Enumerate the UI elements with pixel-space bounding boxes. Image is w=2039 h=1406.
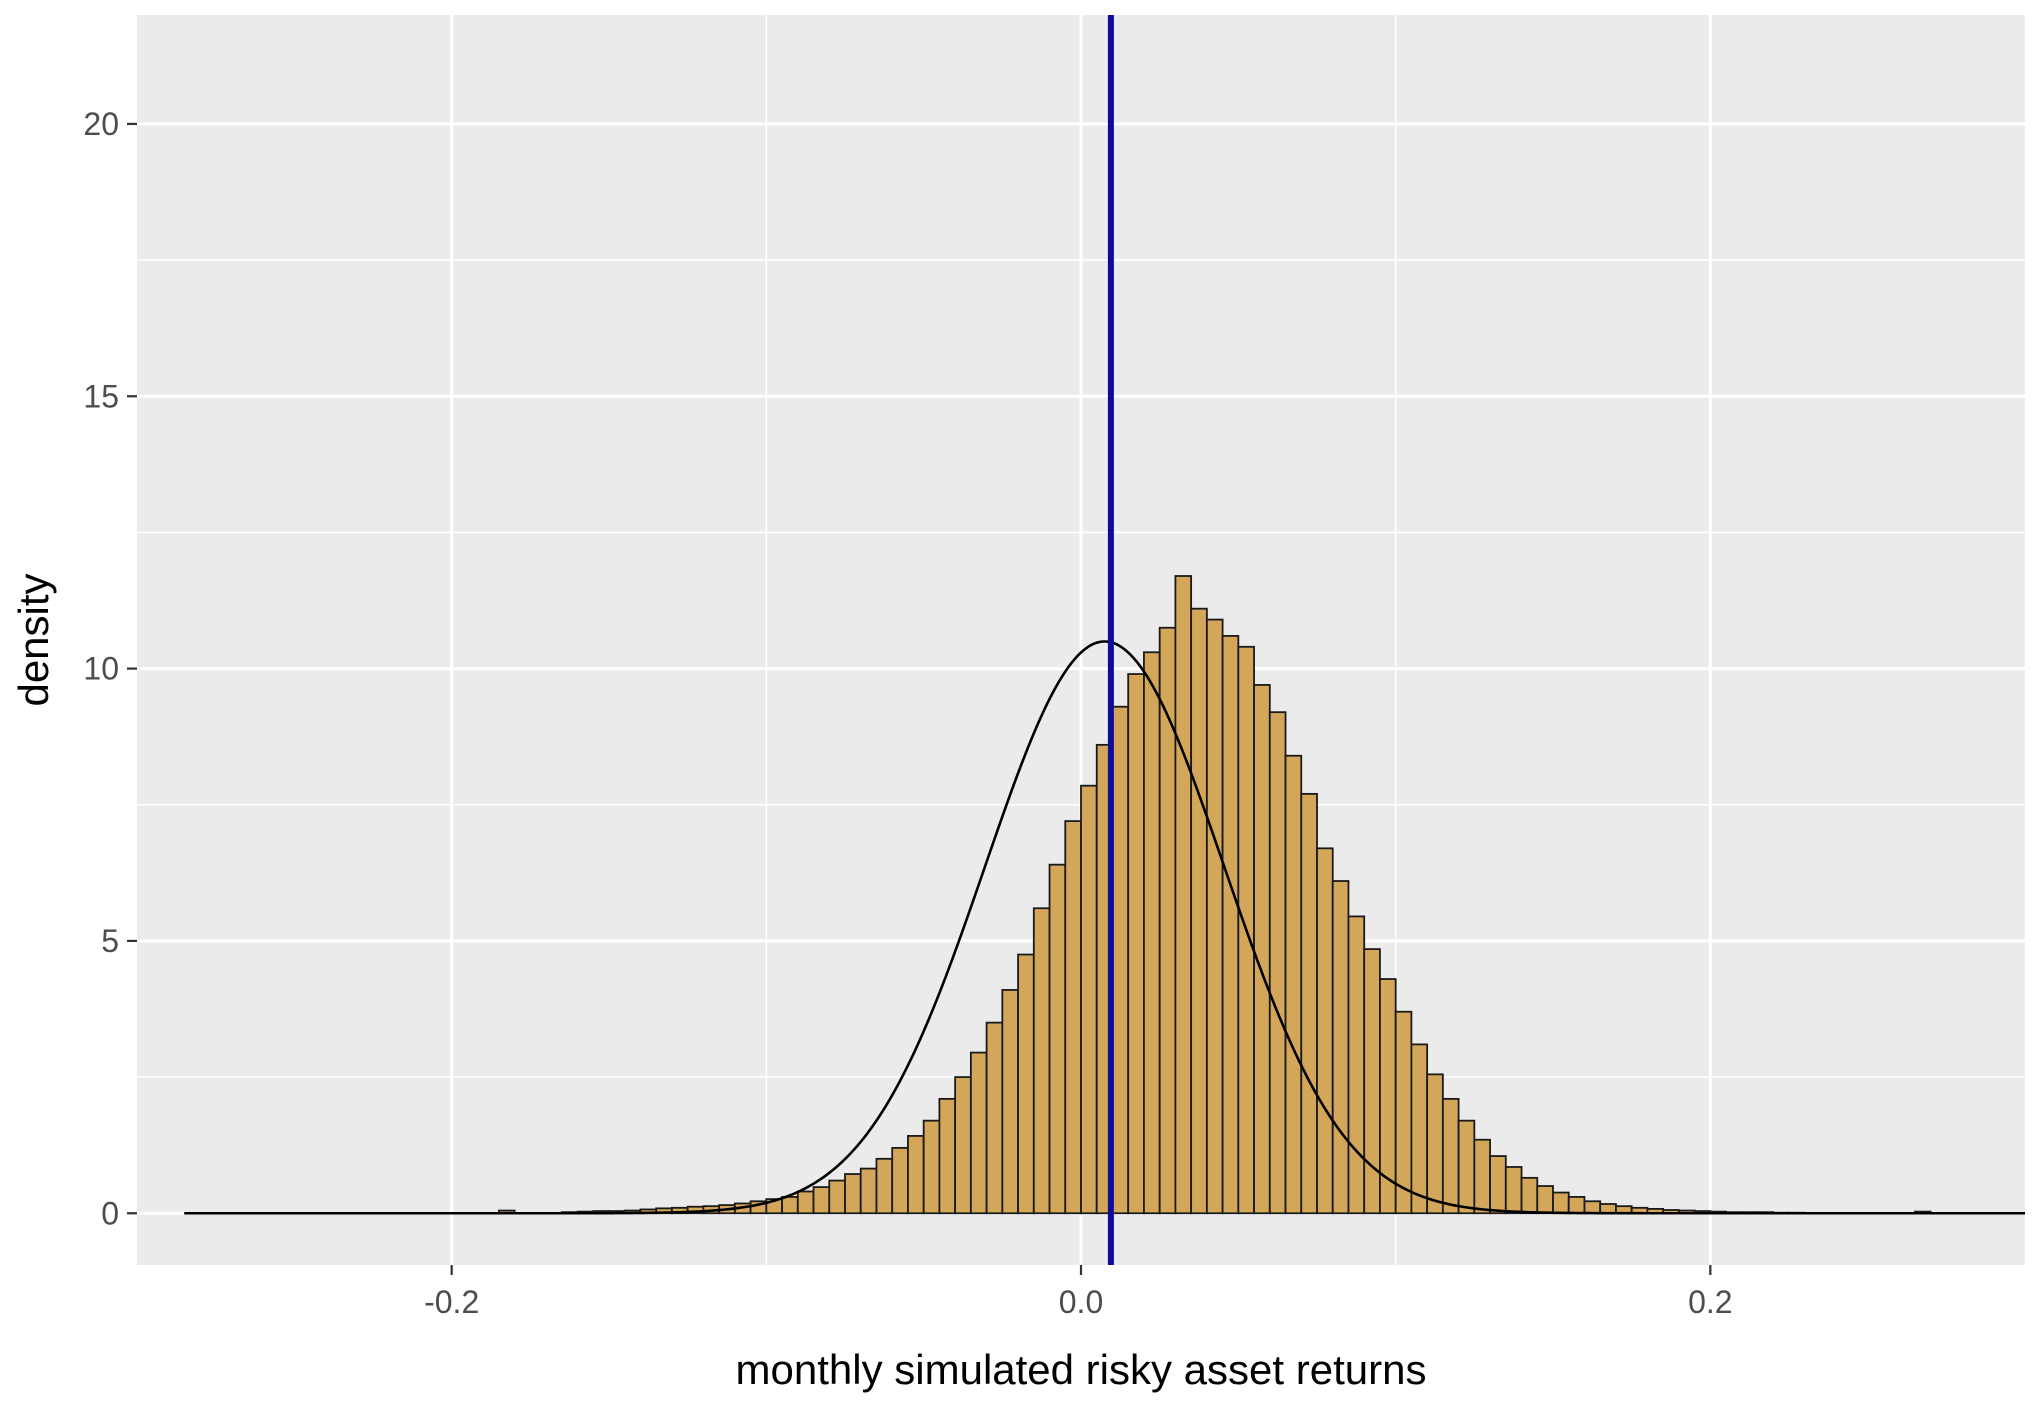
histogram-bar <box>1080 784 1098 1215</box>
histogram-bar <box>1111 705 1130 1215</box>
histogram-bar <box>1143 651 1161 1215</box>
x-tick-label: 0.0 <box>1059 1284 1103 1320</box>
histogram-bar <box>1127 673 1145 1215</box>
histogram-bar <box>1331 880 1350 1215</box>
histogram-bar <box>1017 953 1035 1215</box>
histogram-bar <box>1583 1200 1602 1215</box>
histogram-bar <box>781 1196 799 1215</box>
histogram-bar <box>938 1097 957 1215</box>
histogram-bar <box>1457 1119 1476 1215</box>
histogram-bar <box>1001 989 1019 1215</box>
histogram-bar <box>969 1051 988 1215</box>
histogram-bar <box>1552 1191 1570 1215</box>
histogram-bar <box>1316 847 1334 1215</box>
histogram-bar <box>1489 1155 1507 1215</box>
y-tick-label: 0 <box>101 1195 119 1231</box>
density-line <box>184 640 2025 1215</box>
y-axis: 0 5 10 15 20 <box>83 106 137 1231</box>
histogram-bar <box>1048 863 1067 1215</box>
histogram-bar <box>1394 1010 1413 1215</box>
histogram-bar <box>1347 915 1366 1215</box>
histogram-bar <box>1363 948 1381 1215</box>
y-tick-label: 20 <box>83 106 119 142</box>
histogram-bar <box>796 1190 815 1215</box>
y-tick-label: 15 <box>83 378 119 414</box>
histogram-bar <box>907 1135 925 1215</box>
histogram-bar <box>1221 635 1240 1215</box>
histogram-bars <box>497 575 1932 1215</box>
x-axis: -0.2 0.0 0.2 <box>424 1265 1733 1320</box>
histogram-bar <box>875 1157 894 1215</box>
histogram-bar <box>954 1076 972 1215</box>
histogram-bar <box>1284 754 1303 1215</box>
histogram-bar <box>1205 618 1224 1215</box>
y-tick-label: 10 <box>83 651 119 687</box>
histogram-bar <box>1253 684 1271 1215</box>
histogram-bar <box>859 1167 878 1215</box>
histogram-bar <box>1064 820 1082 1215</box>
histogram-bar <box>1520 1176 1539 1215</box>
histogram-bar <box>1174 575 1193 1215</box>
histogram-bar <box>1536 1185 1554 1215</box>
x-tick-label: 0.2 <box>1688 1284 1732 1320</box>
x-tick-label: -0.2 <box>424 1284 479 1320</box>
histogram-bar <box>1567 1196 1586 1215</box>
histogram-bar <box>1410 1043 1429 1215</box>
y-tick-label: 5 <box>101 923 119 959</box>
density-curve <box>184 640 2025 1215</box>
histogram-bar <box>922 1119 941 1215</box>
histogram-bar <box>1032 907 1051 1215</box>
histogram-bar <box>828 1179 846 1215</box>
histogram-bar <box>1426 1073 1444 1215</box>
histogram-bar <box>985 1021 1004 1215</box>
histogram-bar <box>1473 1138 1491 1215</box>
histogram-bar <box>1190 607 1208 1215</box>
x-axis-title: monthly simulated risky asset returns <box>736 1346 1427 1393</box>
histogram-bar <box>1300 792 1318 1215</box>
histogram-bar <box>812 1186 831 1215</box>
y-axis-title: density <box>10 573 57 706</box>
histogram-bar <box>1504 1166 1523 1215</box>
histogram-bar <box>891 1146 909 1215</box>
histogram-bar <box>1441 1097 1460 1215</box>
histogram-bar <box>844 1173 862 1215</box>
histogram-bar <box>1268 711 1287 1215</box>
